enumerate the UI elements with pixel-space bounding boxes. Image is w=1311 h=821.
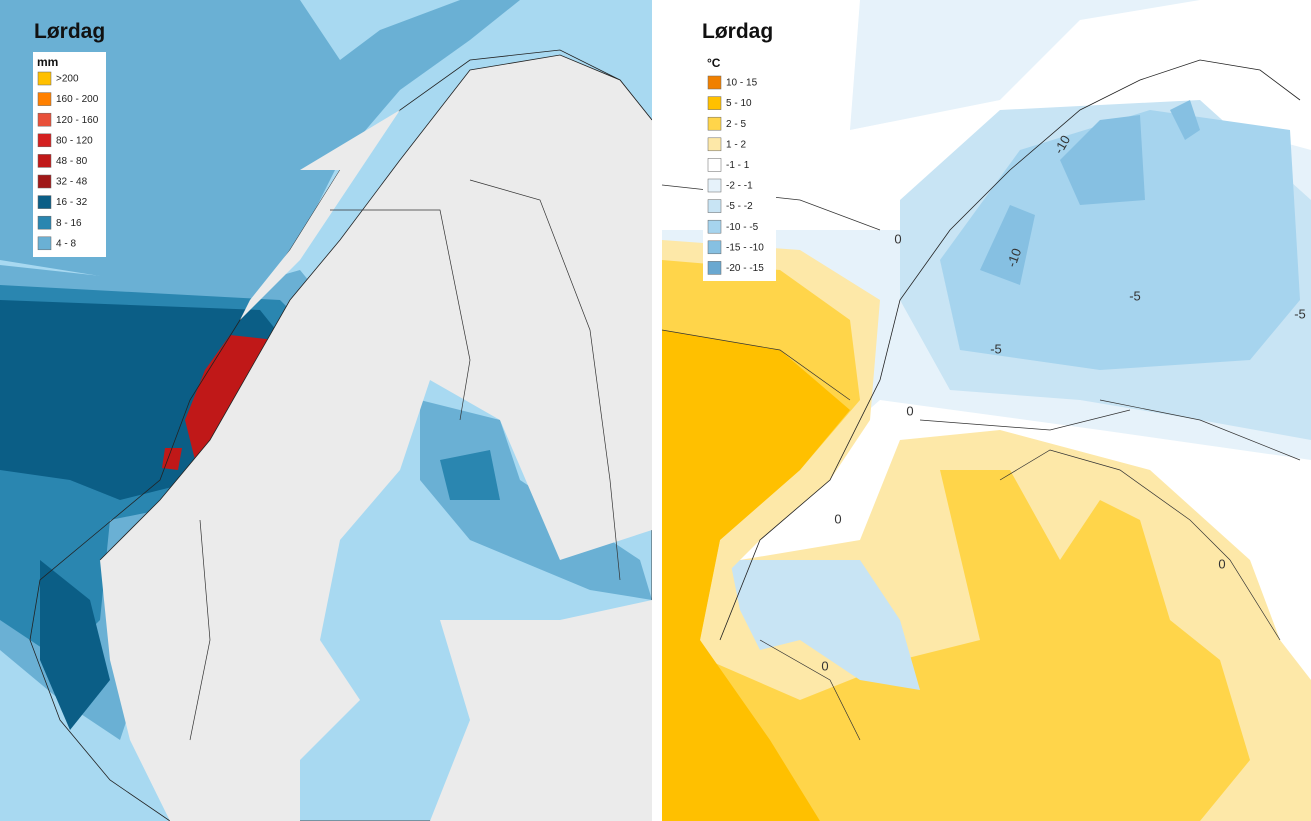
land <box>240 110 400 320</box>
legend-swatch <box>707 199 722 213</box>
precip-area <box>40 560 110 730</box>
legend-swatch <box>37 112 52 127</box>
legend-label: 8 - 16 <box>56 218 82 229</box>
legend-title: °C <box>707 56 721 70</box>
temp-area <box>1060 115 1145 205</box>
legend-label: 1 - 2 <box>726 139 746 150</box>
legend-swatch <box>37 236 52 251</box>
temp-area <box>662 330 850 821</box>
legend-swatch <box>707 261 722 275</box>
contour-label: 0 <box>894 231 901 246</box>
panel-title: Lørdag <box>702 20 773 43</box>
temp-area <box>1170 100 1200 140</box>
temp-map: -10 -10 -5 -5 -5 0 0 0 0 0 Lørdag °C 10 … <box>661 0 1311 821</box>
legend: >200 160 - 200 120 - 160 80 - 120 48 - 80 32 … <box>37 71 99 251</box>
legend-swatch <box>707 178 722 193</box>
legend-label: >200 <box>56 74 79 85</box>
legend-label: 5 - 10 <box>726 98 752 109</box>
legend-swatch <box>37 215 52 230</box>
contour-label: -5 <box>1294 306 1306 321</box>
land <box>430 600 652 821</box>
legend-label: -15 - -10 <box>726 242 764 253</box>
legend-swatch <box>707 158 722 172</box>
temp-area <box>980 205 1035 285</box>
legend-swatch <box>37 71 52 86</box>
legend-swatch <box>37 133 52 148</box>
legend-swatch <box>707 116 722 131</box>
land <box>100 55 652 821</box>
legend-label: -2 - -1 <box>726 181 753 192</box>
divider <box>652 0 662 821</box>
temp-area <box>940 110 1300 370</box>
legend-label: -10 - -5 <box>726 222 759 233</box>
precip-area <box>0 0 520 300</box>
legend-label: 48 - 80 <box>56 156 88 167</box>
contour-label: -5 <box>990 341 1002 356</box>
precip-map: Lørdag mm >200 160 - 200 120 - 160 80 - 120… <box>0 0 653 821</box>
legend-swatch <box>37 92 52 106</box>
legend-label: -1 - 1 <box>726 160 750 171</box>
contour-label: -10 <box>1004 246 1025 269</box>
legend-label: 2 - 5 <box>726 119 746 130</box>
legend-label: -20 - -15 <box>726 263 764 274</box>
precip-area <box>440 450 500 500</box>
legend-swatch <box>707 240 722 255</box>
legend-label: -5 - -2 <box>726 201 753 212</box>
legend-title: mm <box>37 55 58 69</box>
panel-title: Lørdag <box>34 20 105 43</box>
temp-area <box>730 560 920 690</box>
contour-label: 0 <box>1218 556 1225 571</box>
legend-label: 16 - 32 <box>56 197 88 208</box>
legend-label: 32 - 48 <box>56 177 88 188</box>
legend-swatch <box>37 195 52 209</box>
legend-label: 160 - 200 <box>56 94 99 105</box>
legend-swatch <box>37 154 52 168</box>
legend-label: 10 - 15 <box>726 78 758 89</box>
legend-swatch <box>707 219 722 234</box>
temp-area <box>662 470 1250 821</box>
contour-label: 0 <box>906 403 913 418</box>
precip-area <box>162 448 182 470</box>
legend: 10 - 15 5 - 10 2 - 5 1 - 2 -1 - 1 -2 - -1 -5 -… <box>707 75 764 275</box>
contour-label: 0 <box>834 511 841 526</box>
legend-swatch <box>707 75 722 90</box>
legend-swatch <box>707 137 722 152</box>
contour-label: -5 <box>1129 288 1141 303</box>
temp-area <box>662 0 1311 230</box>
legend-label: 4 - 8 <box>56 238 76 249</box>
legend-label: 80 - 120 <box>56 135 93 146</box>
legend-label: 120 - 160 <box>56 115 99 126</box>
legend-swatch <box>707 96 722 110</box>
legend-swatch <box>37 174 52 189</box>
contour-label: 0 <box>821 658 828 673</box>
